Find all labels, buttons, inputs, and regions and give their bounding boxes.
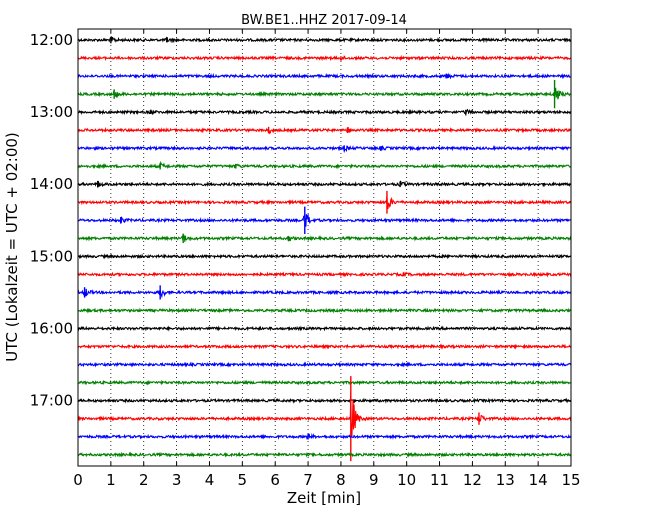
x-tick-label: 6 [270, 471, 280, 489]
seismic-trace [77, 271, 572, 278]
seismic-trace [77, 379, 572, 386]
seismic-trace [77, 195, 572, 210]
seismic-trace [77, 451, 572, 458]
y-tick-label: 13:00 [30, 103, 73, 121]
plot-frame [77, 28, 572, 467]
x-tick-label: 9 [369, 471, 379, 489]
y-tick-label: 17:00 [30, 392, 73, 410]
x-tick-label: 14 [529, 471, 548, 489]
x-tick-label: 7 [303, 471, 313, 489]
x-tick-label: 15 [561, 471, 580, 489]
seismic-trace [77, 35, 572, 44]
x-tick-label: 13 [496, 471, 515, 489]
x-tick-label: 3 [172, 471, 182, 489]
seismic-trace [77, 361, 572, 368]
y-tick-label: 14:00 [30, 175, 73, 193]
y-tick-label: 16:00 [30, 319, 73, 337]
x-tick-label: 11 [430, 471, 449, 489]
x-tick-label: 2 [139, 471, 149, 489]
y-axis-label: UTC (Lokalzeit = UTC + 02:00) [3, 132, 21, 362]
seismic-trace [77, 343, 572, 350]
x-tick-label: 10 [397, 471, 416, 489]
x-tick-label: 0 [73, 471, 83, 489]
seismic-trace [77, 72, 572, 80]
x-tick-label: 8 [336, 471, 346, 489]
seismic-trace [77, 325, 572, 332]
seismic-trace [77, 234, 572, 242]
tick-labels: 0 1 2 3 4 5 6 7 8 9 10 11 12 13 14 1512:0013:0014:0015:… [30, 31, 581, 489]
seismic-trace [77, 180, 572, 188]
x-tick-label: 4 [205, 471, 215, 489]
x-axis-label: Zeit [min] [287, 489, 361, 507]
chart-title: BW.BE1..HHZ 2017-09-14 [241, 13, 407, 28]
seismic-trace [77, 213, 572, 227]
seismic-trace [77, 253, 572, 260]
seismic-trace [77, 432, 572, 440]
x-tick-label: 5 [238, 471, 248, 489]
axis-ticks [77, 29, 572, 466]
seismic-trace [77, 145, 572, 154]
y-tick-label: 15:00 [30, 247, 73, 265]
trace-group [77, 35, 572, 462]
seismic-trace [77, 108, 572, 117]
seismic-trace [77, 397, 572, 404]
seismic-trace [77, 54, 572, 62]
x-tick-label: 1 [106, 471, 116, 489]
seismic-trace [77, 394, 572, 437]
seismic-trace [77, 307, 572, 314]
x-tick-label: 12 [463, 471, 482, 489]
seismic-trace [77, 126, 572, 135]
y-tick-label: 12:00 [30, 31, 73, 49]
seismic-trace [77, 87, 572, 100]
grid-lines [110, 29, 539, 466]
